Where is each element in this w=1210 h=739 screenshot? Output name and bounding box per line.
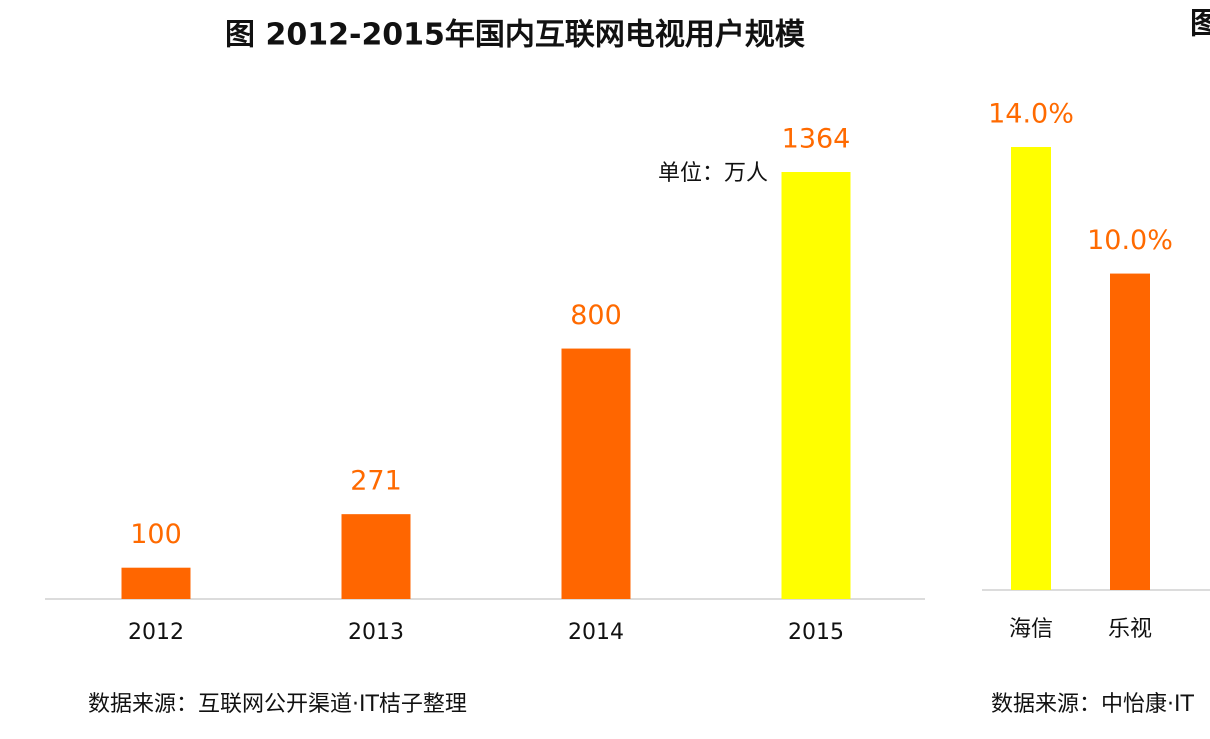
bar — [1110, 273, 1150, 590]
unit-label: 单位：万人 — [658, 161, 768, 186]
x-tick-label: 海信 — [1009, 617, 1053, 642]
x-tick-label: 2014 — [568, 620, 624, 645]
x-tick-label: 乐视 — [1108, 617, 1152, 642]
bar — [561, 348, 631, 599]
x-tick-label: 2013 — [348, 620, 404, 645]
source-note: 数据来源：互联网公开渠道·IT桔子整理 — [88, 692, 467, 717]
data-label: 100 — [130, 519, 182, 550]
data-label: 271 — [350, 466, 402, 497]
chart-title: 图 — [1190, 7, 1210, 42]
bar — [781, 172, 851, 599]
data-label: 10.0% — [1087, 225, 1173, 256]
data-label: 14.0% — [988, 99, 1074, 130]
source-note: 数据来源：中怡康·IT — [991, 692, 1194, 717]
data-label: 1364 — [782, 124, 851, 155]
bar — [121, 567, 191, 599]
x-tick-label: 2015 — [788, 620, 844, 645]
x-tick-label: 2012 — [128, 620, 184, 645]
bar — [1011, 147, 1051, 590]
data-label: 800 — [570, 300, 622, 331]
bar — [341, 514, 411, 599]
chart-title: 图 2012-2015年国内互联网电视用户规模 — [225, 18, 805, 53]
